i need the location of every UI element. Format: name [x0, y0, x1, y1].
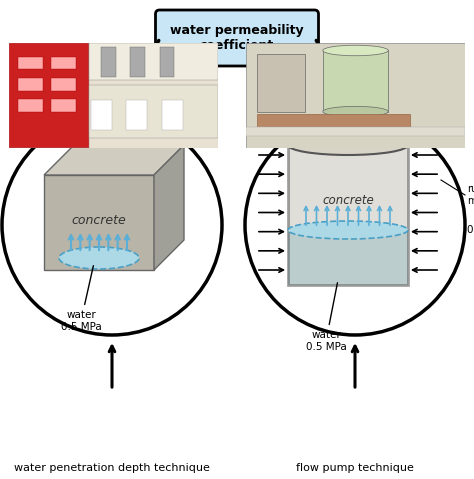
Bar: [101, 47, 116, 77]
Ellipse shape: [59, 247, 139, 269]
Ellipse shape: [288, 135, 408, 155]
Text: water
0.5 MPa: water 0.5 MPa: [306, 283, 346, 352]
Text: flow pump technique: flow pump technique: [296, 463, 414, 473]
Polygon shape: [44, 145, 184, 175]
Bar: [9, 43, 89, 148]
Text: rubber
membrane: rubber membrane: [467, 184, 474, 206]
Bar: [91, 100, 112, 129]
Text: indirect measurement
method: indirect measurement method: [34, 81, 181, 109]
Bar: [246, 127, 465, 136]
Ellipse shape: [323, 45, 388, 56]
Text: concrete: concrete: [72, 214, 127, 227]
Bar: [257, 54, 305, 112]
Bar: [18, 78, 43, 91]
Bar: [130, 47, 145, 77]
Bar: [51, 78, 76, 91]
FancyBboxPatch shape: [296, 69, 444, 121]
Bar: [162, 100, 182, 129]
Bar: [51, 57, 76, 69]
Text: water penetration depth technique: water penetration depth technique: [14, 463, 210, 473]
Bar: [89, 43, 218, 80]
Bar: [126, 100, 147, 129]
Ellipse shape: [323, 106, 388, 117]
Text: concrete: concrete: [322, 194, 374, 206]
Bar: [18, 99, 43, 112]
Text: direct measurement
method: direct measurement method: [303, 81, 437, 109]
Text: water permeability
coefficient: water permeability coefficient: [170, 24, 304, 52]
Bar: [160, 47, 174, 77]
Text: 0.6 MPa: 0.6 MPa: [467, 225, 474, 235]
Bar: [18, 57, 43, 69]
Bar: [288, 230, 408, 285]
Polygon shape: [154, 145, 184, 270]
Bar: [51, 99, 76, 112]
Text: water
0.5 MPa: water 0.5 MPa: [61, 266, 101, 331]
FancyBboxPatch shape: [155, 10, 319, 66]
Bar: [288, 145, 408, 285]
Ellipse shape: [288, 221, 408, 239]
Bar: [89, 85, 218, 138]
Polygon shape: [44, 175, 154, 270]
Bar: [257, 114, 410, 129]
FancyBboxPatch shape: [33, 69, 181, 121]
Bar: [323, 50, 388, 112]
